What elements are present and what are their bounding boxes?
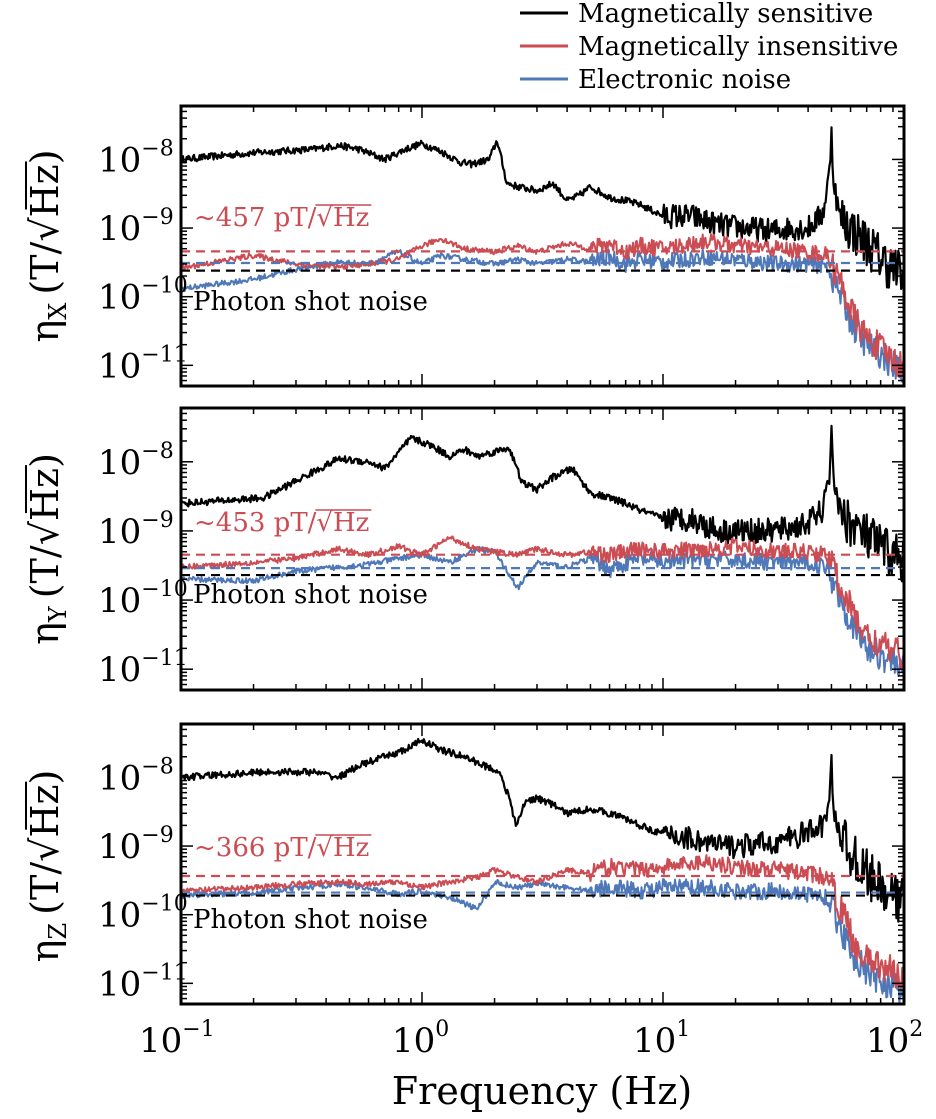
panel-x-ylabel-main: η [23, 320, 67, 343]
legend-label-insensitive: Magnetically insensitive [578, 32, 898, 62]
panel-x-ylabel-sub: X [44, 303, 72, 320]
panel-z-annotation: ~366 pT/√Hz [194, 833, 372, 863]
panel-x-ytick-label: 10−9 [98, 205, 174, 249]
panel-z-ytick-label: 10−9 [98, 823, 174, 867]
panel-x-ytick-label-exp: −10 [141, 274, 187, 299]
panel-y-plot-area [181, 424, 904, 678]
panel-y-ytick-label-exp: −9 [141, 508, 173, 533]
x-tick-label-base: 10 [139, 1021, 182, 1061]
panel-y-ylabel-sub: Y [44, 605, 72, 623]
panel-z-ylabel: ηZ (T/√Hz) [23, 770, 72, 963]
panel-z-ytick-label-base: 10 [98, 896, 141, 936]
panel-x-ytick-label-exp: −9 [141, 205, 173, 230]
panel-y-ytick-label-base: 10 [98, 443, 141, 483]
panel-y-series-electronic [181, 545, 904, 678]
panel-z-ytick-label-exp: −11 [141, 960, 187, 985]
panel-z-series-sensitive [181, 737, 904, 923]
panel-y-ytick-label-base: 10 [98, 581, 141, 621]
panel-y-ylabel: ηY (T/√Hz) [23, 453, 72, 645]
panel-z-ytick-label-exp: −10 [141, 892, 187, 917]
x-tick-label-exp: 2 [909, 1017, 923, 1042]
panel-x-ytick-label-exp: −11 [141, 342, 187, 367]
panel-y-series-sensitive [181, 424, 904, 583]
panel-z-ytick-label-base: 10 [98, 964, 141, 1004]
panel-x-ytick-label-exp: −8 [141, 136, 173, 161]
panel-z-ylabel-text: ηZ (T/√Hz) [23, 770, 72, 963]
panel-x-ytick-label-base: 10 [98, 140, 141, 180]
panel-y-ytick-label-base: 10 [98, 512, 141, 552]
panel-z-ytick-label-exp: −8 [141, 754, 173, 779]
panel-x-ytick-label-base: 10 [98, 209, 141, 249]
legend-label-sensitive: Magnetically sensitive [578, 0, 873, 29]
panel-y-annotation: ~453 pT/√Hz [194, 508, 372, 538]
panel-y-ytick-label-exp: −8 [141, 439, 173, 464]
x-tick-label-base: 10 [392, 1021, 435, 1061]
panel-z-ytick-label-base: 10 [98, 758, 141, 798]
panel-x-frame [179, 104, 906, 388]
panel-x-series-electronic [181, 248, 904, 383]
panel-x-ylabel-text: ηX (T/√Hz) [23, 149, 72, 342]
panel-x-ylabel-unit: (T/√Hz) [23, 149, 67, 294]
panel-y-ylabel-unit: (T/√Hz) [23, 453, 67, 598]
x-tick-label: 102 [866, 1017, 923, 1061]
panel-z-ytick-label-exp: −9 [141, 823, 173, 848]
x-tick-label: 100 [392, 1017, 449, 1061]
legend: Magnetically sensitive Magnetically inse… [520, 0, 898, 95]
panel-z-series-electronic [181, 878, 904, 1004]
panel-y-annotation-text: ~453 pT/√Hz [194, 508, 369, 538]
panel-z-ytick-label: 10−11 [98, 960, 188, 1004]
panel-x-ytick-label-base: 10 [98, 346, 141, 386]
panel-x-ytick-label: 10−11 [98, 342, 188, 386]
panel-y-ytick-label-base: 10 [98, 650, 141, 690]
x-tick-label-exp: −1 [182, 1017, 214, 1042]
panel-z-ylabel-main: η [23, 940, 67, 963]
panel-x-annotation-text: ~457 pT/√Hz [194, 203, 369, 233]
x-axis-label: Frequency (Hz) [392, 1069, 692, 1113]
x-tick-label-base: 10 [866, 1021, 909, 1061]
panel-y-series-insensitive [181, 535, 904, 670]
panel-y-ytick-label-exp: −11 [141, 646, 187, 671]
panel-y-ytick-label: 10−11 [98, 646, 188, 690]
panel-z-ytick-label-base: 10 [98, 827, 141, 867]
panel-x-ytick-label: 10−10 [98, 274, 188, 318]
x-tick-label-exp: 1 [676, 1017, 690, 1042]
panel-y-frame [179, 406, 906, 692]
panel-z-ytick-label: 10−8 [98, 754, 174, 798]
legend-label-electronic: Electronic noise [578, 65, 791, 95]
x-axis-tick-labels: 10−1 100 101 102 [139, 1017, 923, 1061]
panel-z-series-insensitive [181, 854, 904, 991]
panel-z-ylabel-unit: (T/√Hz) [23, 770, 67, 915]
panel-x-plot-area [181, 126, 904, 383]
panel-z-ytick-label: 10−10 [98, 892, 188, 936]
panel-y-shot-label: Photon shot noise [193, 580, 428, 610]
panel-x-shot-label: Photon shot noise [193, 287, 428, 317]
panel-y-ytick-label-exp: −10 [141, 577, 187, 602]
panel-y-ytick-label: 10−9 [98, 508, 174, 552]
panel-x-series-sensitive [181, 126, 904, 291]
panel-y-ytick-label: 10−10 [98, 577, 188, 621]
panel-x-annotation: ~457 pT/√Hz [194, 203, 372, 233]
panel-y-ylabel-text: ηY (T/√Hz) [23, 453, 72, 645]
panel-x-ytick-label-base: 10 [98, 278, 141, 318]
panel-z-frame [179, 722, 906, 1006]
x-tick-label: 101 [633, 1017, 690, 1061]
panel-y-ylabel-main: η [23, 622, 67, 645]
panel-y-ytick-label: 10−8 [98, 439, 174, 483]
x-tick-label-exp: 0 [435, 1017, 449, 1042]
panel-x-ytick-label: 10−8 [98, 136, 174, 180]
panel-z-annotation-text: ~366 pT/√Hz [194, 833, 369, 863]
x-tick-label-base: 10 [633, 1021, 676, 1061]
x-tick-label: 10−1 [139, 1017, 215, 1061]
panel-z-shot-label: Photon shot noise [193, 905, 428, 935]
panel-x-ylabel: ηX (T/√Hz) [23, 149, 72, 342]
panel-z-ylabel-sub: Z [44, 923, 72, 940]
panel-z-plot-area [181, 737, 904, 1004]
